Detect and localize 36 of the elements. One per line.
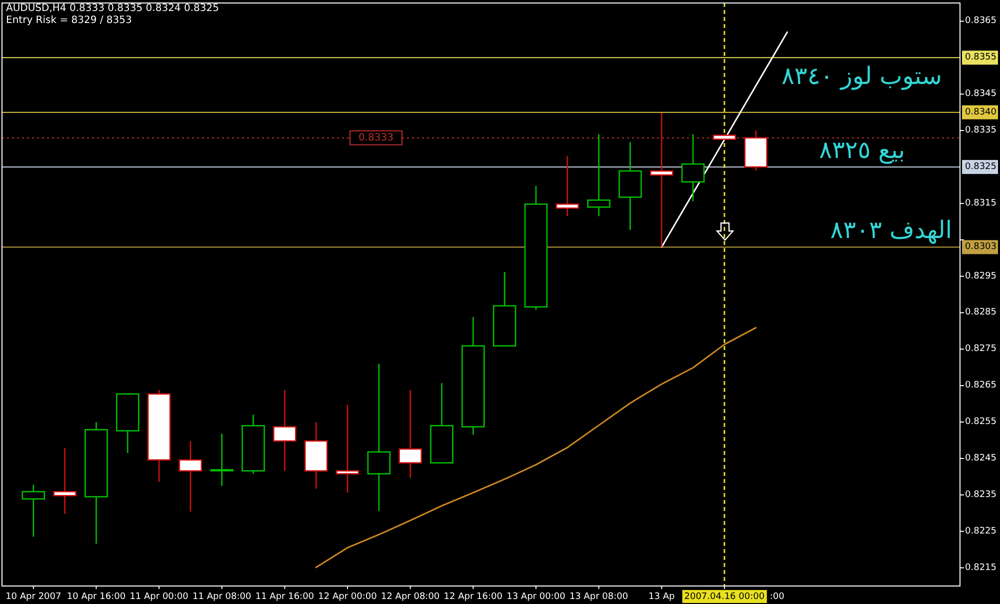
y-tick-label: 0.8225 (965, 526, 996, 536)
x-tick-label: 12 Apr 16:00 (444, 592, 502, 602)
annotation: الهدف ٨٣٠٣ (830, 216, 952, 244)
ref-line-label: 0.8303 (965, 242, 996, 252)
x-tick-label: 10 Apr 16:00 (66, 592, 126, 602)
y-tick-label: 0.8365 (965, 16, 996, 26)
y-tick-label: 0.8315 (965, 198, 996, 208)
x-tick-label: 10 Apr 2007 (6, 592, 62, 602)
annotation: بيع ٨٣٢٥ (819, 136, 905, 164)
y-tick-label: 0.8275 (965, 344, 996, 354)
y-tick-label: 0.8295 (965, 271, 996, 282)
annotation: ستوب لوز ٨٣٤٠ (782, 62, 942, 90)
y-tick-label: 0.8255 (965, 417, 996, 428)
ref-line-label: 0.8325 (965, 162, 996, 172)
x-tick-label: 2007.04.16 00:00 (684, 592, 765, 602)
ref-line-label: 0.8355 (965, 52, 996, 63)
y-tick-label: 0.8265 (965, 380, 996, 391)
x-tick-label: 11 Apr 00:00 (130, 592, 188, 602)
y-tick-label: 0.8245 (965, 453, 996, 464)
x-tick-label: 11 Apr 08:00 (192, 592, 252, 602)
ref-line-label: 0.8340 (965, 107, 997, 118)
ref-line-label: 0.8333 (358, 132, 394, 144)
text: Entry Risk = 8329 / 8353 (6, 15, 132, 26)
x-tick-label: 13 Ap (648, 592, 675, 602)
chart-title: AUDUSD,H4 0.8333 0.8335 0.8324 0.8325 (6, 3, 219, 14)
x-tick-label: 12 Apr 00:00 (318, 592, 377, 602)
x-tick-label: 12 Apr 08:00 (380, 592, 440, 602)
x-tick-label: 13 Apr 00:00 (506, 592, 566, 602)
y-tick-label: 0.8345 (965, 89, 996, 100)
text: :00 (770, 592, 785, 602)
y-tick-label: 0.8215 (965, 562, 996, 573)
y-tick-label: 0.8285 (965, 308, 996, 318)
x-tick-label: 11 Apr 16:00 (255, 592, 314, 602)
y-tick-label: 0.8235 (965, 490, 996, 500)
x-tick-label: 13 Apr 08:00 (569, 592, 628, 602)
y-tick-label: 0.8335 (965, 126, 996, 136)
